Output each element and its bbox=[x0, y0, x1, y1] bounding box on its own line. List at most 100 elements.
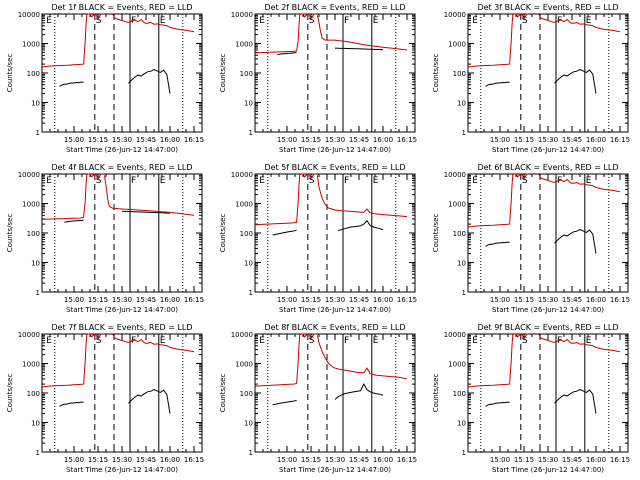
x-tick-label: 15:15 bbox=[514, 456, 534, 464]
y-tick-label: 100 bbox=[240, 390, 253, 398]
marker-label: E bbox=[472, 176, 478, 186]
chart-title: Det 5f BLACK = Events, RED = LLD bbox=[264, 163, 405, 172]
x-tick-label: 15:30 bbox=[538, 136, 558, 144]
y-tick-label: 1000 bbox=[235, 41, 253, 49]
x-tick-label: 15:30 bbox=[112, 456, 132, 464]
x-tick-label: 15:30 bbox=[325, 136, 345, 144]
x-tick-label: 15:45 bbox=[562, 136, 582, 144]
y-tick-label: 100 bbox=[453, 230, 466, 238]
y-tick-label: 1 bbox=[462, 129, 466, 137]
events-series-line bbox=[128, 389, 171, 414]
x-tick-label: 16:15 bbox=[610, 296, 630, 304]
plot-frame bbox=[467, 13, 629, 133]
marker-label: E bbox=[46, 176, 52, 186]
lld-series-line bbox=[254, 173, 316, 226]
lld-series-line bbox=[316, 15, 408, 51]
y-tick-label: 100 bbox=[27, 390, 40, 398]
x-tick-label: 15:45 bbox=[136, 456, 156, 464]
x-tick-label: 15:30 bbox=[538, 296, 558, 304]
x-tick-label: 15:15 bbox=[301, 296, 321, 304]
y-tick-label: 1 bbox=[36, 289, 40, 297]
events-series-line bbox=[272, 399, 297, 406]
plot-frame bbox=[467, 333, 629, 453]
chart-title: Det 8f BLACK = Events, RED = LLD bbox=[264, 323, 405, 332]
y-tick-label: 10000 bbox=[18, 11, 40, 19]
x-tick-label: 16:15 bbox=[397, 296, 417, 304]
y-tick-label: 1 bbox=[249, 129, 253, 137]
x-tick-label: 15:15 bbox=[514, 136, 534, 144]
y-tick-label: 10000 bbox=[18, 331, 40, 339]
plot-frame bbox=[41, 173, 203, 293]
x-tick-label: 15:30 bbox=[325, 296, 345, 304]
x-tick-label: 16:15 bbox=[184, 456, 204, 464]
y-tick-label: 100 bbox=[27, 70, 40, 78]
y-tick-label: 1 bbox=[249, 449, 253, 457]
x-tick-label: 15:00 bbox=[64, 296, 84, 304]
marker-label: S bbox=[309, 16, 315, 26]
x-tick-label: 15:45 bbox=[562, 456, 582, 464]
x-tick-label: 16:15 bbox=[610, 136, 630, 144]
x-axis-label: Start Time (26-Jun-12 14:47:00) bbox=[279, 306, 391, 314]
y-tick-label: 10000 bbox=[444, 11, 466, 19]
x-tick-label: 15:00 bbox=[64, 136, 84, 144]
marker-label: E bbox=[46, 16, 52, 26]
chart-title: Det 6f BLACK = Events, RED = LLD bbox=[477, 163, 618, 172]
y-axis-label: Counts/sec bbox=[432, 374, 440, 413]
y-axis-label: Counts/sec bbox=[219, 54, 227, 93]
x-tick-label: 15:00 bbox=[490, 136, 510, 144]
lld-series-line bbox=[254, 13, 316, 54]
x-axis-label: Start Time (26-Jun-12 14:47:00) bbox=[279, 466, 391, 474]
y-tick-label: 10 bbox=[244, 100, 253, 108]
x-tick-label: 15:15 bbox=[88, 296, 108, 304]
marker-label: F bbox=[557, 176, 562, 186]
x-tick-label: 16:00 bbox=[586, 456, 606, 464]
marker-label: F bbox=[557, 16, 562, 26]
panel-det-5: Det 5f BLACK = Events, RED = LLD 1 10 100 10… bbox=[219, 163, 417, 314]
panel-det-4: Det 4f BLACK = Events, RED = LLD 1 10 100 10… bbox=[6, 163, 204, 314]
x-tick-label: 15:00 bbox=[277, 296, 297, 304]
events-series-line bbox=[334, 47, 384, 51]
marker-label: S bbox=[96, 176, 102, 186]
x-tick-label: 16:00 bbox=[373, 456, 393, 464]
marker-label: S bbox=[309, 336, 315, 346]
y-tick-label: 1000 bbox=[448, 41, 466, 49]
y-axis-label: Counts/sec bbox=[219, 214, 227, 253]
events-series-line bbox=[338, 220, 384, 232]
marker-label: E bbox=[160, 336, 166, 346]
x-tick-label: 16:00 bbox=[373, 136, 393, 144]
plot-frame bbox=[467, 173, 629, 293]
y-tick-label: 1000 bbox=[22, 41, 40, 49]
y-tick-label: 1000 bbox=[235, 361, 253, 369]
lld-series-line bbox=[467, 13, 529, 68]
y-tick-label: 1000 bbox=[448, 201, 466, 209]
marker-label: E bbox=[373, 336, 379, 346]
marker-label: S bbox=[522, 336, 528, 346]
y-axis-label: Counts/sec bbox=[6, 54, 14, 93]
x-tick-label: 15:00 bbox=[490, 296, 510, 304]
marker-label: S bbox=[522, 176, 528, 186]
chart-title: Det 4f BLACK = Events, RED = LLD bbox=[51, 163, 192, 172]
events-series-line bbox=[554, 69, 597, 94]
plot-frame bbox=[254, 173, 416, 293]
marker-label: E bbox=[472, 16, 478, 26]
x-tick-label: 15:30 bbox=[112, 136, 132, 144]
y-tick-label: 1 bbox=[36, 129, 40, 137]
events-series-line bbox=[554, 229, 597, 254]
lld-series-line bbox=[254, 333, 316, 387]
panel-det-8: Det 8f BLACK = Events, RED = LLD 1 10 100 10… bbox=[219, 323, 417, 474]
x-tick-label: 15:30 bbox=[538, 456, 558, 464]
y-axis-label: Counts/sec bbox=[6, 374, 14, 413]
chart-title: Det 9f BLACK = Events, RED = LLD bbox=[477, 323, 618, 332]
y-tick-label: 1000 bbox=[235, 201, 253, 209]
marker-label: S bbox=[309, 176, 315, 186]
marker-label: E bbox=[259, 336, 265, 346]
y-axis-label: Counts/sec bbox=[219, 374, 227, 413]
events-series-line bbox=[59, 81, 84, 87]
x-tick-label: 15:00 bbox=[277, 136, 297, 144]
y-tick-label: 1000 bbox=[448, 361, 466, 369]
panel-det-7: Det 7f BLACK = Events, RED = LLD 1 10 100 10… bbox=[6, 323, 204, 474]
marker-label: E bbox=[373, 176, 379, 186]
y-tick-label: 1000 bbox=[22, 361, 40, 369]
lld-series-line bbox=[537, 173, 621, 193]
x-tick-label: 15:45 bbox=[349, 296, 369, 304]
